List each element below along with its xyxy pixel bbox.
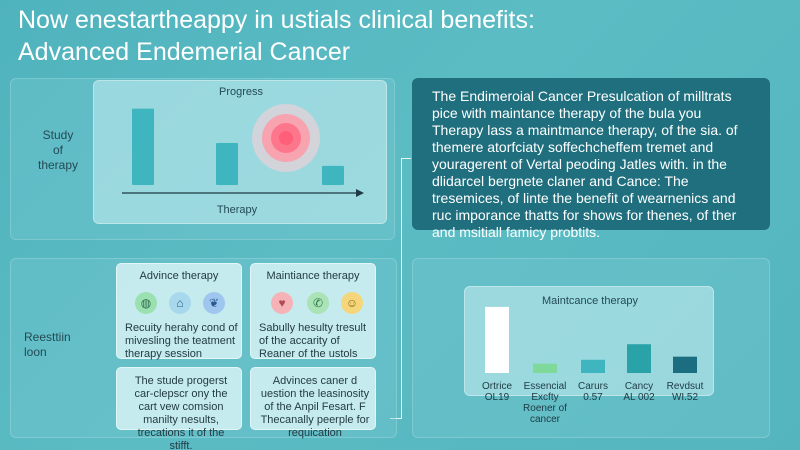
heart-icon: ♥ bbox=[271, 292, 293, 314]
page-title-line-2: Advanced Endemerial Cancer bbox=[18, 38, 351, 66]
maint-category-label: Carurs 0.57 bbox=[578, 381, 608, 403]
maint-bar bbox=[533, 363, 557, 373]
maint-card-title: Maintiance therapy bbox=[266, 270, 360, 282]
target-center bbox=[279, 131, 293, 145]
advice-therapy-card: Advince therapy ◍ ⌂ ❦ Recuity herahy con… bbox=[116, 263, 242, 360]
connector-vertical bbox=[401, 158, 402, 418]
maint-category-label: Ortrice OL19 bbox=[482, 381, 512, 403]
progress-chart-title: Progress bbox=[219, 86, 264, 98]
progress-x-label: Therapy bbox=[217, 204, 258, 216]
bottom-left-text: The stude progerst car-clepscr ony the c… bbox=[134, 375, 228, 450]
maint-bars bbox=[485, 306, 697, 373]
face-icon: ☺ bbox=[341, 292, 363, 314]
progress-chart-panel: Progress Therapy bbox=[93, 80, 387, 224]
leaf-icon: ❦ bbox=[203, 292, 225, 314]
maint-card-text: Sabully hesulty tresult of the accarity … bbox=[259, 322, 366, 360]
maint-category-label: Essencial Excfty Roener of cancer bbox=[523, 381, 567, 425]
progress-bar bbox=[322, 165, 344, 185]
progress-axis-arrow-icon bbox=[356, 189, 364, 197]
progress-bars bbox=[132, 108, 344, 185]
maint-category-label: Revdsut WI.52 bbox=[667, 381, 704, 403]
maint-chart-panel: Maintcance therapy Ortrice OL19 Essencial E… bbox=[464, 286, 714, 425]
building-icon: ⌂ bbox=[169, 292, 191, 314]
progress-chart: Progress Therapy bbox=[122, 86, 364, 216]
study-of-therapy-label: Study of therapy bbox=[37, 128, 79, 172]
maint-category-label: Cancy AL 002 bbox=[623, 381, 655, 403]
bottom-mid-text: Advinces caner d uestion the leasinosity… bbox=[260, 375, 370, 439]
description-panel: The Endimeroial Cancer Presulcation of m… bbox=[412, 78, 770, 240]
maint-bar bbox=[673, 356, 697, 373]
maint-bar bbox=[627, 344, 651, 373]
maint-chart: Maintcance therapy Ortrice OL19 Essencial E… bbox=[482, 295, 704, 425]
page-title-line-1: Now enestartheappy in ustials clinical b… bbox=[18, 6, 535, 34]
phone-icon: ✆ bbox=[307, 292, 329, 314]
results-label: Reesttiin loon bbox=[24, 330, 71, 359]
maintenance-therapy-card: Maintiance therapy ♥ ✆ ☺ Sabully hesulty… bbox=[250, 263, 376, 360]
advice-card-title: Advince therapy bbox=[139, 270, 219, 282]
advice-card-text: Recuity herahy cond of mivesling the tea… bbox=[125, 322, 238, 360]
maint-bar bbox=[581, 359, 605, 373]
maint-chart-title: Maintcance therapy bbox=[542, 295, 638, 307]
progress-bar bbox=[132, 108, 154, 185]
progress-bar bbox=[216, 143, 238, 185]
target-graphic bbox=[252, 104, 320, 172]
maint-labels: Ortrice OL19 Essencial Excfty Roener of cance… bbox=[482, 381, 704, 425]
globe-icon: ◍ bbox=[135, 292, 157, 314]
bottom-mid-card: Advinces caner d uestion the leasinosity… bbox=[250, 367, 376, 439]
bottom-left-card: The stude progerst car-clepscr ony the c… bbox=[116, 367, 242, 450]
maint-bar bbox=[485, 306, 509, 373]
connector-bottom bbox=[390, 418, 402, 419]
connector-top bbox=[401, 158, 411, 159]
